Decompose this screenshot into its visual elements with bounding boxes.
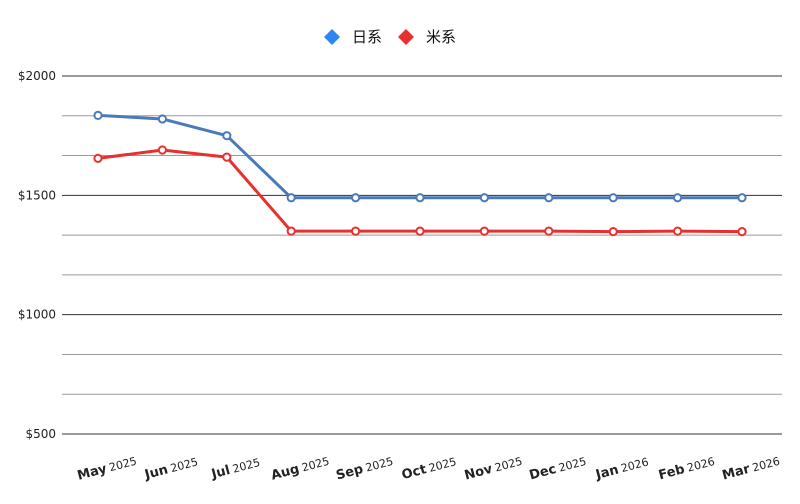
data-point[interactable] [544, 226, 554, 236]
data-point[interactable] [608, 193, 618, 203]
data-point[interactable] [479, 226, 489, 236]
y-tick-label: $2000 [18, 69, 56, 83]
x-tick-label: Jun2025 [142, 454, 199, 483]
x-tick-year: 2025 [493, 455, 523, 475]
x-tick-month: Jul [209, 463, 232, 483]
x-tick-year: 2025 [427, 455, 457, 475]
data-point[interactable] [93, 153, 103, 163]
x-tick-year: 2026 [686, 455, 716, 475]
data-point[interactable] [415, 193, 425, 203]
data-point[interactable] [157, 114, 167, 124]
x-tick-year: 2025 [231, 456, 261, 476]
series-layer [93, 110, 747, 237]
x-tick-year: 2025 [169, 455, 199, 475]
series-line [97, 148, 743, 234]
legend-label: 日系 [352, 28, 382, 46]
x-tick-month: Nov [463, 462, 495, 484]
x-tick-label: Feb2026 [657, 454, 716, 483]
x-axis: May2025 Jun2025 Jul2025 Aug2025 Sep2025 Oct20… [76, 454, 782, 484]
x-tick-year: 2025 [108, 454, 138, 474]
legend-label: 米系 [426, 28, 456, 46]
y-tick-label: $500 [25, 427, 56, 441]
data-point[interactable] [479, 193, 489, 203]
data-point[interactable] [351, 226, 361, 236]
x-tick-year: 2025 [364, 455, 394, 475]
x-tick-month: Jun [142, 462, 169, 483]
x-tick-month: May [76, 461, 109, 483]
x-tick-year: 2026 [620, 455, 650, 475]
data-point[interactable] [351, 193, 361, 203]
x-tick-year: 2026 [751, 455, 781, 475]
data-point[interactable] [157, 145, 167, 155]
x-tick-label: Sep2025 [334, 454, 394, 484]
x-tick-label: Nov2025 [463, 454, 524, 484]
x-tick-year: 2025 [300, 455, 330, 475]
series-2 [93, 145, 747, 237]
x-tick-label: Oct2025 [400, 454, 458, 483]
grid-layer [62, 75, 782, 435]
y-tick-label: $1000 [18, 308, 56, 322]
x-tick-month: Sep [334, 462, 364, 484]
x-tick-month: Aug [270, 462, 302, 484]
x-tick-year: 2025 [557, 455, 587, 475]
legend-diamond-icon [324, 29, 340, 45]
x-tick-label: Mar2026 [721, 454, 782, 484]
data-point[interactable] [544, 193, 554, 203]
y-axis: $2000 $1500 $1000 $500 [18, 69, 56, 441]
data-point[interactable] [93, 110, 103, 120]
x-tick-label: Dec2025 [528, 454, 588, 484]
data-point[interactable] [286, 226, 296, 236]
x-tick-month: Jan [593, 462, 620, 483]
data-point[interactable] [222, 131, 232, 141]
data-point[interactable] [608, 227, 618, 237]
legend[interactable]: 日系 米系 [324, 28, 456, 46]
series-1 [93, 110, 747, 203]
data-point[interactable] [673, 226, 683, 236]
data-point[interactable] [222, 152, 232, 162]
data-point[interactable] [737, 193, 747, 203]
x-tick-label: May2025 [76, 454, 139, 484]
data-point[interactable] [737, 227, 747, 237]
x-tick-month: Mar [721, 462, 753, 484]
legend-item[interactable]: 日系 [324, 28, 382, 46]
series-line [97, 113, 742, 200]
x-tick-label: Jul2025 [209, 455, 262, 483]
legend-diamond-icon [398, 29, 414, 45]
data-point[interactable] [673, 193, 683, 203]
legend-item[interactable]: 米系 [398, 28, 456, 46]
y-tick-label: $1500 [18, 188, 56, 202]
x-tick-month: Feb [657, 462, 686, 483]
data-point[interactable] [286, 193, 296, 203]
x-tick-label: Aug2025 [270, 454, 331, 484]
x-tick-label: Jan2026 [593, 454, 650, 483]
data-point[interactable] [415, 226, 425, 236]
x-tick-month: Dec [528, 462, 558, 484]
x-tick-month: Oct [400, 462, 428, 483]
